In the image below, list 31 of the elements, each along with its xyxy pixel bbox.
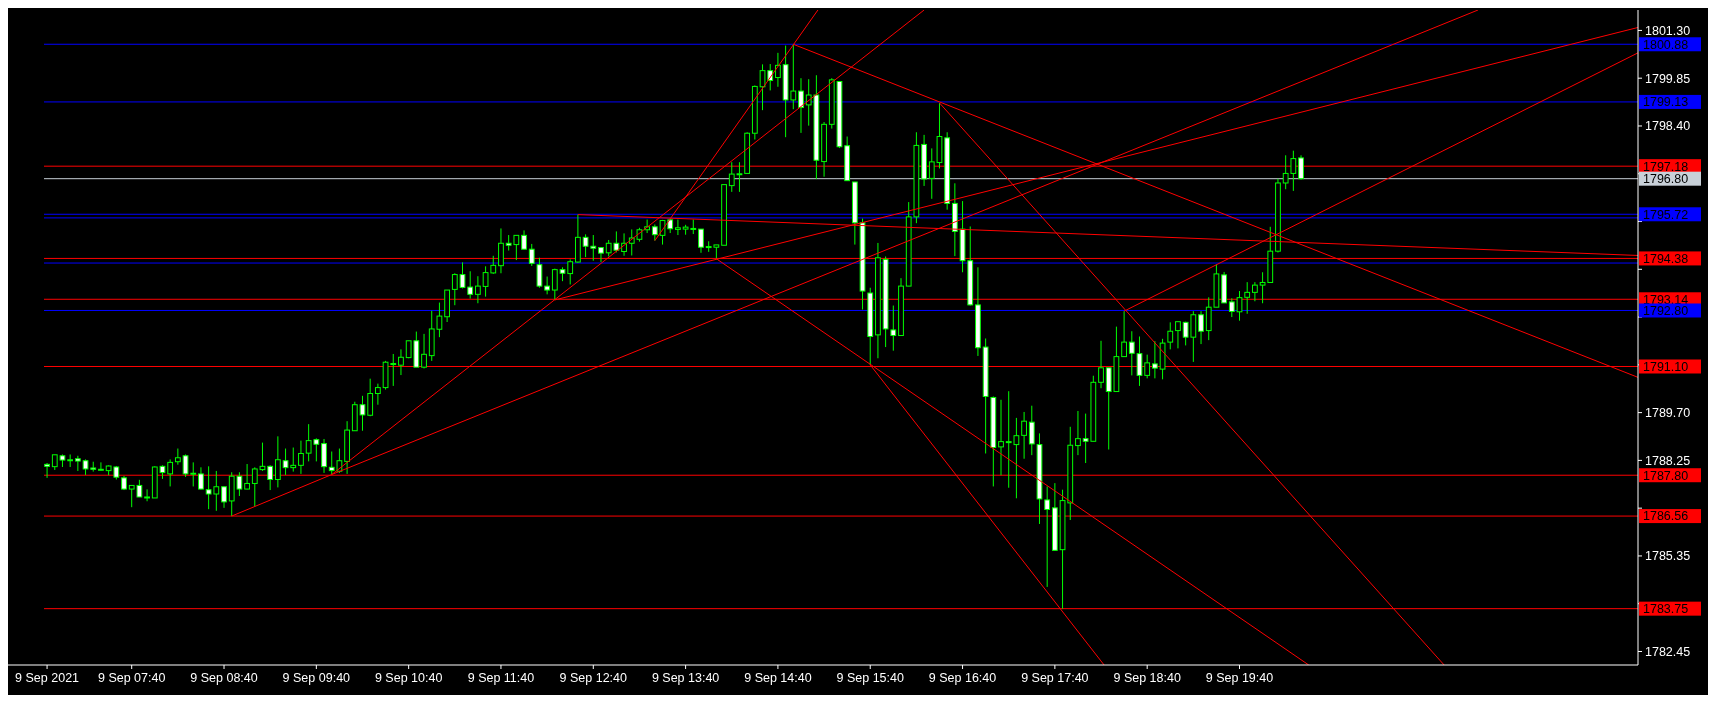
ref-line-label: 1783.75 <box>1643 602 1689 617</box>
ref-line-label: 1786.56 <box>1643 509 1689 524</box>
x-tick-label: 9 Sep 09:40 <box>282 671 351 685</box>
x-tick-label: 9 Sep 19:40 <box>1205 671 1274 685</box>
y-tick-label: 1782.45 <box>1645 644 1691 659</box>
ref-line-label: 1787.80 <box>1643 468 1689 483</box>
x-tick-label: 9 Sep 16:40 <box>928 671 997 685</box>
y-tick-label: 1789.70 <box>1645 406 1691 420</box>
ref-line-label: 1797.18 <box>1643 159 1689 174</box>
x-tick-label: 9 Sep 18:40 <box>1113 671 1181 685</box>
ref-line-label: 1794.38 <box>1643 251 1689 266</box>
x-tick-label: 9 Sep 07:40 <box>97 671 166 685</box>
x-tick-label: 9 Sep 14:40 <box>744 671 812 685</box>
x-tick-label: 9 Sep 13:40 <box>651 671 720 685</box>
y-tick-label: 1785.35 <box>1645 549 1691 564</box>
y-tick-label: 1799.85 <box>1645 71 1691 86</box>
x-tick-label: 9 Sep 08:40 <box>190 671 258 685</box>
y-tick-label: 1788.25 <box>1645 453 1691 468</box>
x-tick-label: 9 Sep 12:40 <box>559 671 628 685</box>
ref-line-label: 1791.10 <box>1643 359 1689 374</box>
ref-line-label: 1795.72 <box>1643 207 1689 222</box>
x-tick-label: 9 Sep 2021 <box>15 671 80 685</box>
ref-line-label: 1800.88 <box>1643 37 1689 52</box>
x-tick-label: 9 Sep 10:40 <box>374 671 443 685</box>
ref-line-label: 1799.13 <box>1643 95 1689 110</box>
y-tick-label: 1798.40 <box>1645 119 1691 134</box>
x-tick-label: 9 Sep 17:40 <box>1021 671 1089 685</box>
x-tick-label: 9 Sep 15:40 <box>836 671 904 685</box>
y-tick-label: 1801.30 <box>1645 23 1691 38</box>
ref-line-label: 1796.80 <box>1643 172 1689 187</box>
x-tick-label: 9 Sep 11:40 <box>467 671 535 685</box>
